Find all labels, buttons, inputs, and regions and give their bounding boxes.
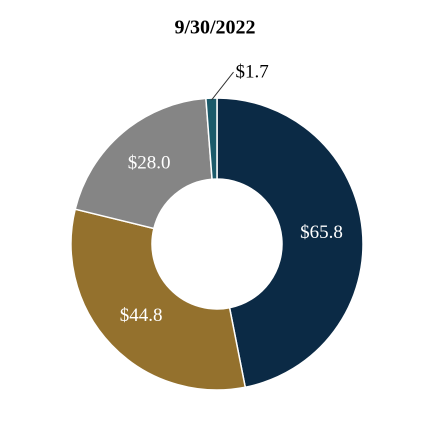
data-label: $65.8 (300, 222, 343, 243)
donut-slice (205, 97, 218, 180)
donut-slice (74, 97, 213, 230)
donut-slice (216, 97, 364, 389)
data-label: $28.0 (128, 152, 171, 173)
data-label: $44.8 (120, 305, 163, 326)
data-label: $1.7 (236, 61, 269, 82)
leader-line (211, 71, 234, 101)
donut-slice (70, 208, 247, 391)
chart-title: 9/30/2022 (174, 17, 255, 39)
